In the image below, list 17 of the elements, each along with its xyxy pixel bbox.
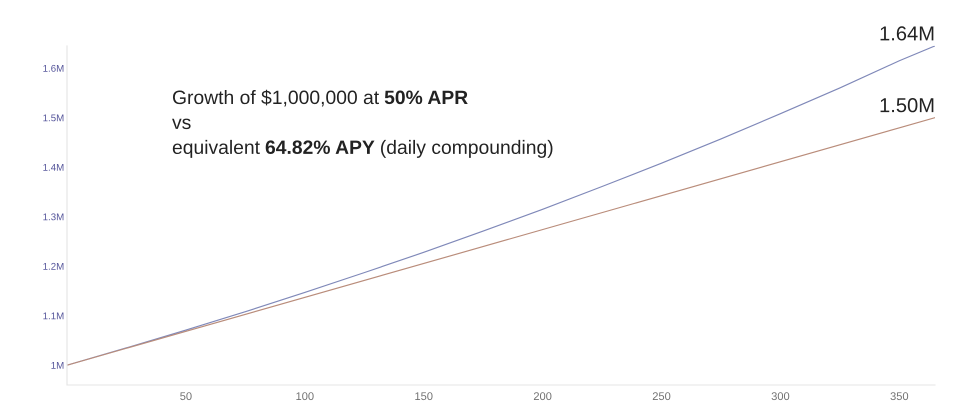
x-tick-label: 300 bbox=[772, 392, 790, 400]
x-tick-label: 50 bbox=[180, 392, 192, 400]
y-tick-label: 1.6M bbox=[43, 64, 64, 72]
x-tick-label: 200 bbox=[534, 392, 552, 400]
y-tick-label: 1.5M bbox=[43, 114, 64, 122]
y-tick-label: 1.4M bbox=[43, 164, 64, 171]
annotation: 1.64M bbox=[880, 26, 934, 41]
annotation: 1.50M bbox=[880, 98, 934, 112]
y-tick-label: 1M bbox=[51, 362, 64, 369]
y-tick-label: 1.3M bbox=[43, 213, 64, 220]
y-tick-label: 1.1M bbox=[43, 312, 64, 320]
x-tick-label: 100 bbox=[296, 392, 314, 400]
x-tick-label: 150 bbox=[415, 392, 433, 400]
x-tick-label: 350 bbox=[890, 392, 908, 400]
chart-title: Growth of $1,000,000 at 50% APR vs equivalent 64.82% APY (daily compounding) bbox=[172, 90, 552, 158]
x-tick-label: 250 bbox=[652, 392, 670, 400]
y-tick-label: 1.2M bbox=[43, 262, 64, 270]
